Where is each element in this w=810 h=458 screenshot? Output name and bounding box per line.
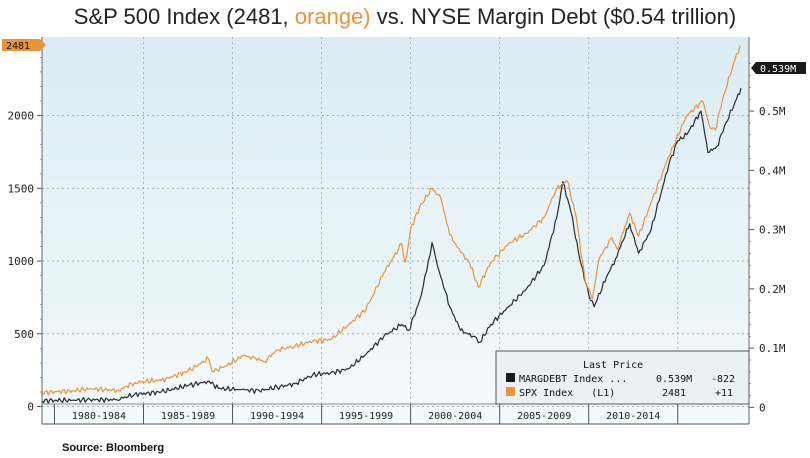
- x-category-label: 2005-2009: [517, 411, 571, 422]
- right-tick-label: 0: [759, 401, 766, 414]
- left-tick-label: 1500: [8, 182, 35, 195]
- left-tick-label: 0: [27, 401, 34, 414]
- margin-debt-line: [41, 87, 742, 404]
- legend-last-spx: 2481: [662, 388, 686, 399]
- right-tick-label: 0.4M: [759, 164, 786, 177]
- background-bands: [42, 37, 749, 320]
- margin-last-tag-text: 0.539M: [760, 64, 796, 75]
- chart-title: S&P 500 Index (2481, orange) vs. NYSE Ma…: [0, 4, 810, 30]
- x-category-label: 2010-2014: [606, 411, 660, 422]
- title-prefix: S&P 500 Index (2481,: [73, 4, 295, 29]
- legend-header: Last Price: [583, 360, 643, 371]
- left-tick-label: 500: [14, 328, 34, 341]
- chart-area: 0 500 1000 1500 2000 0 0.1M 0.2M 0.3M 0.4M 0.5M 1…: [2, 37, 806, 425]
- spx-last-tag: 2481: [2, 39, 46, 52]
- band-top: [42, 37, 749, 87]
- right-tick-label: 0.3M: [759, 224, 786, 237]
- x-category-label: 1995-1999: [339, 411, 393, 422]
- right-tick-label: 0.5M: [759, 105, 786, 118]
- right-tick-label: 0.1M: [759, 342, 786, 355]
- x-category-label: 1990-1994: [250, 411, 304, 422]
- band-mid: [42, 181, 749, 320]
- spx-last-tag-text: 2481: [6, 41, 30, 52]
- legend-name-spx: SPX Index (L1): [519, 388, 615, 399]
- right-axis: 0 0.1M 0.2M 0.3M 0.4M 0.5M: [749, 63, 786, 414]
- legend-last-margin: 0.539M: [656, 374, 692, 385]
- legend-change-margin: -822: [711, 374, 735, 385]
- source-note: Source: Bloomberg: [62, 442, 165, 454]
- title-highlight: orange): [294, 4, 371, 29]
- left-axis: 0 500 1000 1500 2000: [8, 57, 42, 414]
- x-category-label: 1980-1984: [72, 411, 126, 422]
- gridlines: [42, 37, 749, 407]
- left-tick-label: 2000: [8, 110, 35, 123]
- right-tick-label: 0.2M: [759, 283, 786, 296]
- legend-name-margin: MARGDEBT Index ...: [519, 374, 627, 385]
- title-suffix: vs. NYSE Margin Debt ($0.54 trillion): [370, 4, 737, 29]
- legend-change-spx: +11: [715, 388, 733, 399]
- x-category-label: 1985-1989: [161, 411, 215, 422]
- series-layer: [41, 45, 742, 404]
- x-axis: 1980-1984 1985-1989 1990-1994 1995-1999 2000…: [42, 404, 749, 425]
- legend-swatch-margin: [506, 373, 515, 382]
- margin-last-tag: 0.539M: [751, 62, 806, 75]
- legend: Last Price MARGDEBT Index ... 0.539M -82…: [495, 350, 750, 405]
- left-tick-label: 1000: [8, 255, 35, 268]
- legend-swatch-spx: [506, 387, 515, 396]
- x-category-label: 2000-2004: [428, 411, 482, 422]
- spx-line: [41, 45, 741, 396]
